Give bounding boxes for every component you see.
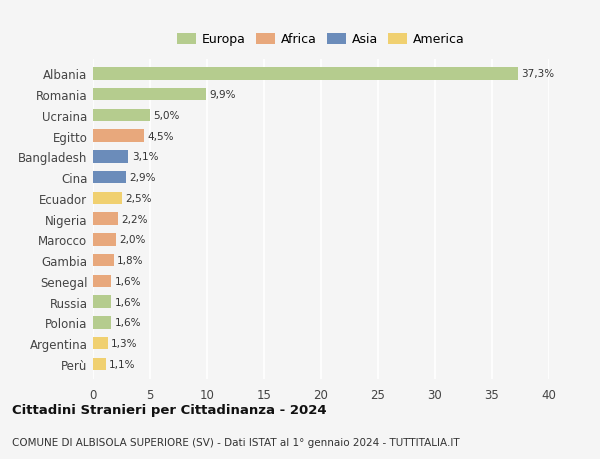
Bar [93, 234, 116, 246]
Bar [93, 172, 126, 184]
Text: 2,5%: 2,5% [125, 194, 151, 203]
Bar [93, 275, 111, 287]
Bar [93, 89, 206, 101]
Bar [93, 68, 518, 80]
Text: 4,5%: 4,5% [148, 131, 174, 141]
Text: 5,0%: 5,0% [154, 111, 180, 121]
Text: 2,9%: 2,9% [130, 173, 156, 183]
Bar [93, 254, 113, 267]
Bar [93, 109, 150, 122]
Text: 1,6%: 1,6% [115, 318, 141, 328]
Bar [93, 213, 118, 225]
Text: 3,1%: 3,1% [132, 152, 158, 162]
Text: 1,1%: 1,1% [109, 359, 136, 369]
Bar [93, 192, 121, 205]
Bar [93, 358, 106, 370]
Text: 2,2%: 2,2% [121, 214, 148, 224]
Text: 9,9%: 9,9% [209, 90, 236, 100]
Text: 1,8%: 1,8% [117, 256, 143, 266]
Text: 2,0%: 2,0% [119, 235, 146, 245]
Text: Cittadini Stranieri per Cittadinanza - 2024: Cittadini Stranieri per Cittadinanza - 2… [12, 403, 326, 416]
Bar [93, 296, 111, 308]
Text: 1,6%: 1,6% [115, 297, 141, 307]
Text: COMUNE DI ALBISOLA SUPERIORE (SV) - Dati ISTAT al 1° gennaio 2024 - TUTTITALIA.I: COMUNE DI ALBISOLA SUPERIORE (SV) - Dati… [12, 437, 460, 447]
Text: 37,3%: 37,3% [521, 69, 555, 79]
Text: 1,3%: 1,3% [111, 338, 138, 348]
Bar [93, 151, 128, 163]
Bar [93, 337, 108, 350]
Legend: Europa, Africa, Asia, America: Europa, Africa, Asia, America [175, 31, 467, 49]
Text: 1,6%: 1,6% [115, 276, 141, 286]
Bar [93, 130, 145, 143]
Bar [93, 317, 111, 329]
